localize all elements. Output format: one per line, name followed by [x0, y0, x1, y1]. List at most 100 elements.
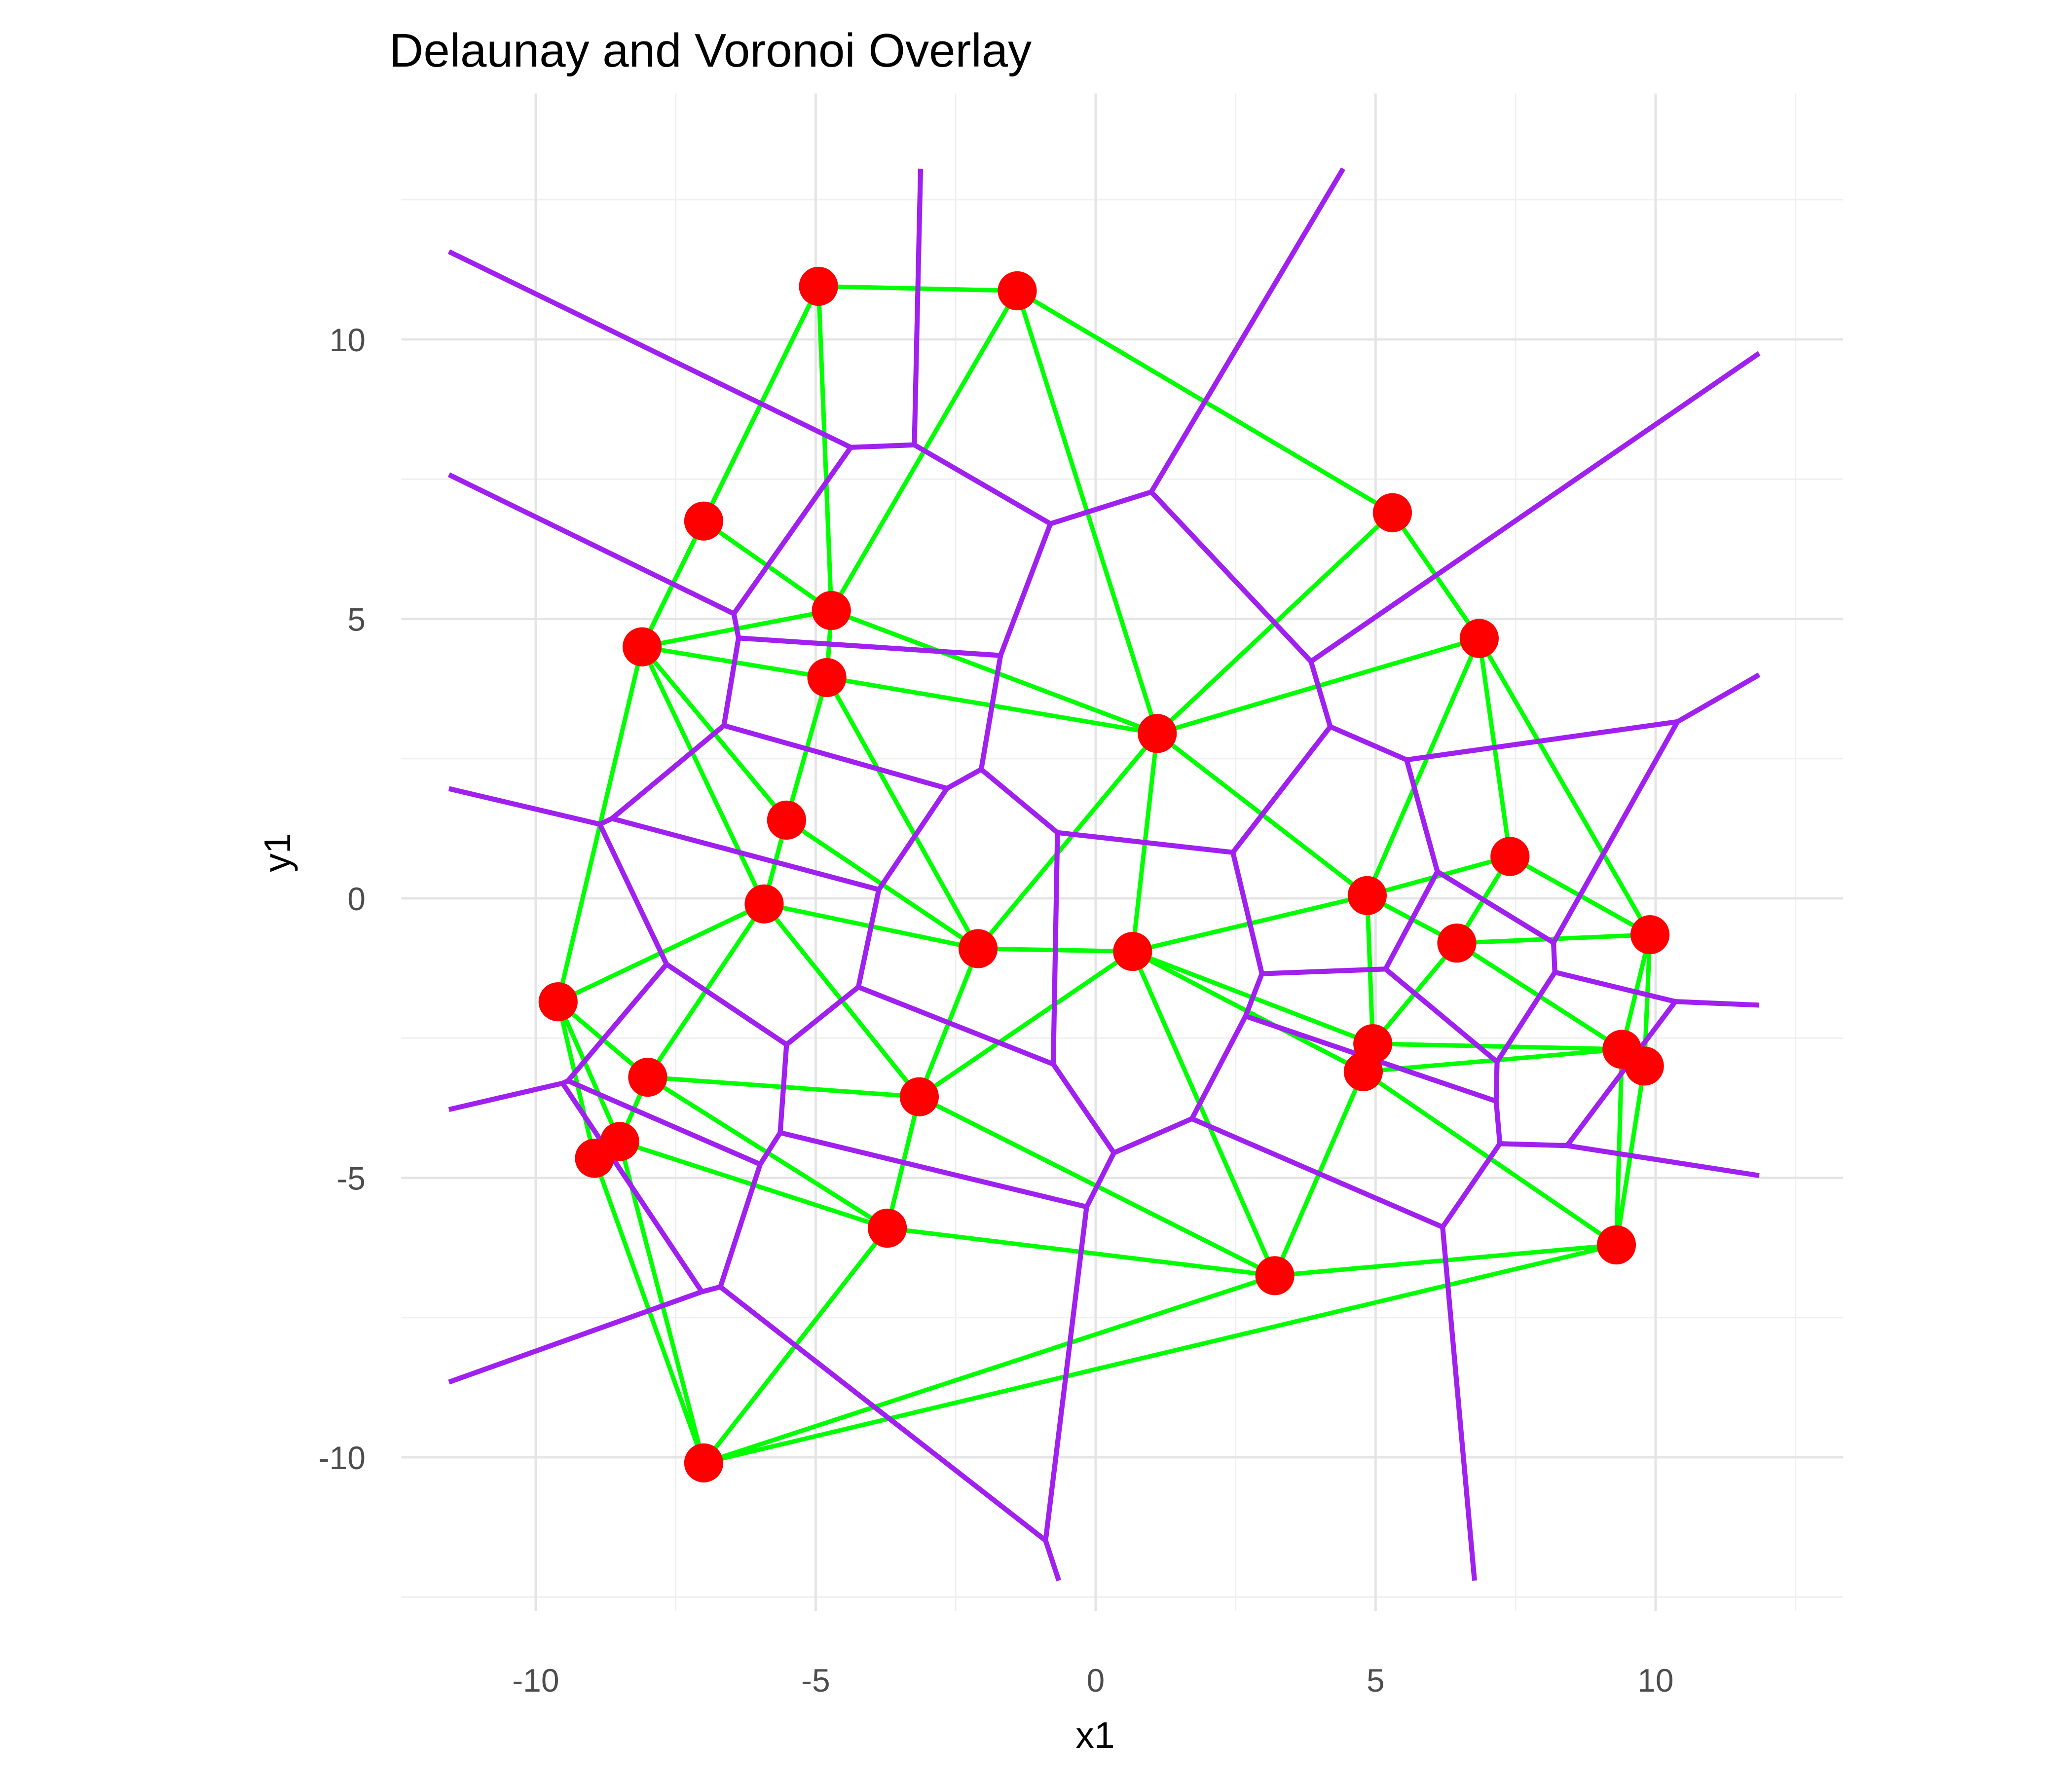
voronoi-edge — [567, 1078, 761, 1167]
data-point — [1255, 1256, 1295, 1295]
voronoi-edge — [1554, 969, 1676, 1004]
data-point — [1372, 493, 1412, 532]
voronoi-edge — [1500, 1141, 1567, 1148]
delaunay-edge — [640, 285, 821, 648]
voronoi-edge — [560, 1081, 704, 1294]
voronoi-edge — [1565, 1000, 1677, 1147]
voronoi-edge — [1149, 167, 1346, 493]
delaunay-edge — [555, 1001, 597, 1159]
voronoi-edge — [448, 786, 601, 827]
voronoi-edge — [777, 1044, 789, 1133]
voronoi-edge — [719, 1285, 1047, 1543]
voronoi-edge — [855, 889, 882, 988]
voronoi-edge — [597, 823, 669, 965]
data-point — [1459, 619, 1499, 658]
gridlines-major — [401, 93, 1844, 1611]
voronoi-edge — [610, 723, 726, 821]
delaunay-edge — [640, 646, 767, 905]
x-tick-label: -10 — [512, 1662, 559, 1699]
voronoi-edge — [1406, 719, 1678, 763]
voronoi-edge — [1493, 1101, 1503, 1144]
data-point — [744, 884, 784, 924]
gridlines-minor — [401, 93, 1844, 1611]
voronoi-edge — [1189, 1015, 1248, 1120]
voronoi-edge — [611, 816, 880, 892]
voronoi-edge — [718, 1163, 763, 1288]
voronoi-edge — [978, 655, 1003, 770]
voronoi-edge — [877, 787, 949, 891]
data-point — [1596, 1225, 1636, 1265]
voronoi-edge — [731, 613, 741, 639]
data-point — [1490, 837, 1530, 876]
y-tick-label: 0 — [347, 881, 366, 917]
voronoi-edge — [1051, 1063, 1116, 1154]
data-point — [628, 1057, 667, 1097]
voronoi-edge — [1084, 1151, 1116, 1208]
y-tick-label: -10 — [319, 1440, 366, 1476]
delaunay-edge — [1614, 1049, 1625, 1245]
data-point — [1343, 1052, 1383, 1091]
x-tick-label: -5 — [801, 1662, 830, 1699]
voronoi-edge — [1384, 967, 1499, 1064]
voronoi-edge — [1566, 1143, 1760, 1178]
delaunay-edge — [1130, 950, 1277, 1277]
voronoi-edge — [1493, 1062, 1500, 1102]
data-point — [1347, 876, 1387, 915]
voronoi-edge — [1230, 851, 1264, 974]
voronoi-edge — [1309, 351, 1761, 664]
voronoi-edge — [1191, 1116, 1444, 1229]
voronoi-edge — [1551, 720, 1680, 944]
x-tick-labels: -10 -5 0 5 10 — [512, 1662, 1673, 1699]
voronoi-edge — [1675, 999, 1760, 1008]
delaunay-edge — [1367, 854, 1511, 898]
voronoi-edge — [851, 442, 915, 450]
voronoi-edge — [1231, 725, 1332, 854]
voronoi-edge — [1551, 942, 1557, 972]
x-tick-label: 5 — [1367, 1662, 1385, 1699]
data-point — [1113, 932, 1152, 971]
voronoi-edge — [1243, 972, 1264, 1017]
voronoi-edge — [998, 522, 1053, 657]
y-axis-label: y1 — [257, 833, 298, 872]
voronoi-edge — [1495, 970, 1557, 1064]
data-point — [538, 982, 578, 1022]
voronoi-edge — [857, 984, 1054, 1067]
data-point — [575, 1139, 614, 1178]
voronoi-edge — [1436, 869, 1555, 945]
delaunay-edge — [918, 949, 1134, 1099]
voronoi-edge — [566, 962, 669, 1083]
delaunay-edge — [1477, 637, 1652, 936]
data-point — [1630, 915, 1670, 955]
data-point — [807, 658, 847, 698]
voronoi-edge — [1440, 1142, 1502, 1229]
data-point — [958, 929, 998, 968]
voronoi-edge — [1308, 661, 1333, 728]
x-axis-label: x1 — [1075, 1714, 1114, 1756]
data-point — [799, 266, 838, 306]
voronoi-edge — [1043, 1539, 1062, 1582]
y-tick-label: -5 — [336, 1160, 366, 1197]
data-point — [1437, 924, 1477, 963]
voronoi-edge — [1404, 759, 1440, 873]
delaunay-edge — [617, 1141, 706, 1464]
data-point — [998, 271, 1037, 311]
voronoi-edge — [738, 635, 1001, 658]
data-point — [622, 627, 662, 666]
y-tick-label: 10 — [330, 322, 366, 358]
voronoi-edge — [1043, 1206, 1089, 1541]
voronoi-edge — [1676, 672, 1761, 724]
delaunay-edge — [1365, 637, 1481, 897]
data-point — [899, 1077, 939, 1116]
voronoi-edge — [1440, 1226, 1477, 1581]
delaunay-edge — [703, 1273, 1276, 1465]
delaunay-edge — [825, 676, 980, 950]
data-point — [684, 501, 724, 541]
data-point — [684, 1443, 724, 1482]
voronoi-edge — [721, 637, 741, 726]
voronoi-edge — [1329, 724, 1408, 762]
data-point — [1625, 1046, 1664, 1086]
voronoi-edge — [979, 767, 1059, 835]
voronoi-edge — [779, 1130, 1087, 1210]
delaunay-edge — [1372, 1041, 1622, 1052]
